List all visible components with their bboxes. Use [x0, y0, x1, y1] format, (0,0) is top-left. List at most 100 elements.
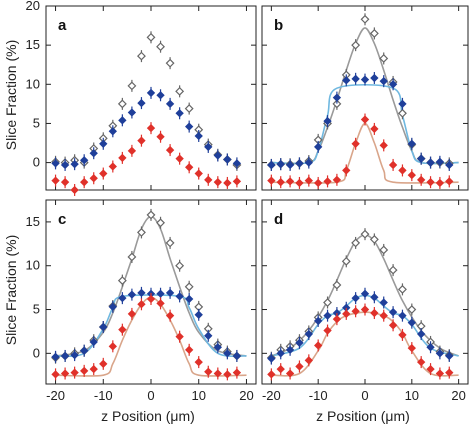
- data-point: [398, 108, 407, 118]
- data-point: [379, 311, 388, 320]
- data-point: [99, 169, 108, 178]
- data-point: [137, 288, 146, 298]
- data-point: [435, 349, 445, 358]
- data-point: [267, 370, 276, 379]
- x-tick-label: 10: [191, 388, 205, 403]
- data-point: [99, 359, 108, 369]
- data-point: [175, 86, 185, 96]
- data-point: [304, 356, 313, 365]
- data-point: [89, 149, 98, 158]
- data-point: [388, 321, 398, 330]
- data-point: [360, 75, 370, 84]
- data-point: [323, 311, 332, 320]
- data-point: [407, 139, 416, 148]
- data-point: [351, 307, 360, 316]
- x-axis-label-right: z Position (μm): [316, 408, 410, 424]
- panel-label: d: [274, 211, 283, 228]
- fit-curve-0: [55, 215, 247, 357]
- data-point: [204, 175, 213, 184]
- data-point: [267, 176, 276, 185]
- data-point: [285, 369, 295, 378]
- data-point: [445, 160, 454, 170]
- y-axis-label-bottom: Slice Fraction (%): [3, 235, 19, 345]
- x-tick-label: -20: [262, 388, 281, 403]
- data-point: [379, 54, 389, 63]
- data-point: [332, 280, 342, 290]
- data-point: [127, 108, 137, 117]
- data-point: [165, 238, 175, 248]
- y-tick-label: 5: [33, 302, 40, 317]
- data-point: [156, 91, 165, 100]
- x-axis-label-left: z Position (μm): [101, 408, 195, 424]
- data-point: [60, 178, 70, 187]
- data-point: [108, 162, 117, 171]
- fit-curve-2: [271, 122, 459, 184]
- data-point: [118, 325, 127, 334]
- data-point: [137, 136, 146, 145]
- data-point: [60, 369, 70, 378]
- data-point: [165, 145, 175, 155]
- data-point: [146, 294, 156, 304]
- data-point: [232, 351, 242, 361]
- data-point: [398, 330, 407, 340]
- data-point: [276, 349, 285, 358]
- data-point: [323, 177, 332, 186]
- data-point: [60, 160, 70, 170]
- data-point: [51, 352, 60, 362]
- data-point: [388, 265, 398, 275]
- x-tick-label: -10: [94, 388, 113, 403]
- data-point: [360, 115, 370, 124]
- data-point: [118, 293, 127, 303]
- data-point: [285, 160, 295, 170]
- data-point: [304, 176, 313, 185]
- x-tick-label: 20: [239, 388, 253, 403]
- data-point: [398, 311, 407, 320]
- data-point: [417, 154, 426, 163]
- data-point: [194, 131, 203, 141]
- data-point: [360, 305, 370, 314]
- data-point: [70, 350, 79, 360]
- data-point: [70, 159, 79, 169]
- x-tick-label: -20: [46, 388, 65, 403]
- data-point: [398, 99, 407, 109]
- data-point: [70, 368, 79, 377]
- data-point: [146, 210, 156, 220]
- data-point: [232, 159, 242, 168]
- data-point: [314, 178, 323, 188]
- data-point: [156, 299, 165, 308]
- data-point: [341, 256, 351, 266]
- data-point: [379, 141, 388, 150]
- data-point: [175, 332, 184, 341]
- data-point: [232, 368, 242, 377]
- data-point: [223, 349, 232, 358]
- data-point: [127, 146, 137, 156]
- panel-label: c: [58, 211, 66, 228]
- data-point: [314, 316, 323, 326]
- data-point: [194, 357, 203, 367]
- data-point: [165, 311, 175, 320]
- data-point: [89, 174, 98, 183]
- panel-label: a: [58, 17, 67, 34]
- data-point: [435, 178, 445, 188]
- y-tick-label: 15: [26, 214, 40, 229]
- data-point: [156, 218, 165, 228]
- data-point: [127, 81, 137, 91]
- data-point: [332, 175, 342, 184]
- data-point: [213, 178, 222, 187]
- data-point: [314, 142, 323, 152]
- data-point: [146, 88, 156, 98]
- data-point: [351, 139, 360, 148]
- data-point: [213, 343, 222, 352]
- y-tick-label: 0: [33, 345, 40, 360]
- data-point: [351, 40, 361, 50]
- data-point: [194, 310, 203, 319]
- data-point: [342, 166, 351, 175]
- data-point: [185, 122, 194, 131]
- data-point: [407, 170, 416, 180]
- data-point: [194, 169, 203, 178]
- data-point: [388, 160, 398, 170]
- data-point: [369, 234, 379, 244]
- data-point: [369, 28, 379, 38]
- data-point: [204, 142, 213, 152]
